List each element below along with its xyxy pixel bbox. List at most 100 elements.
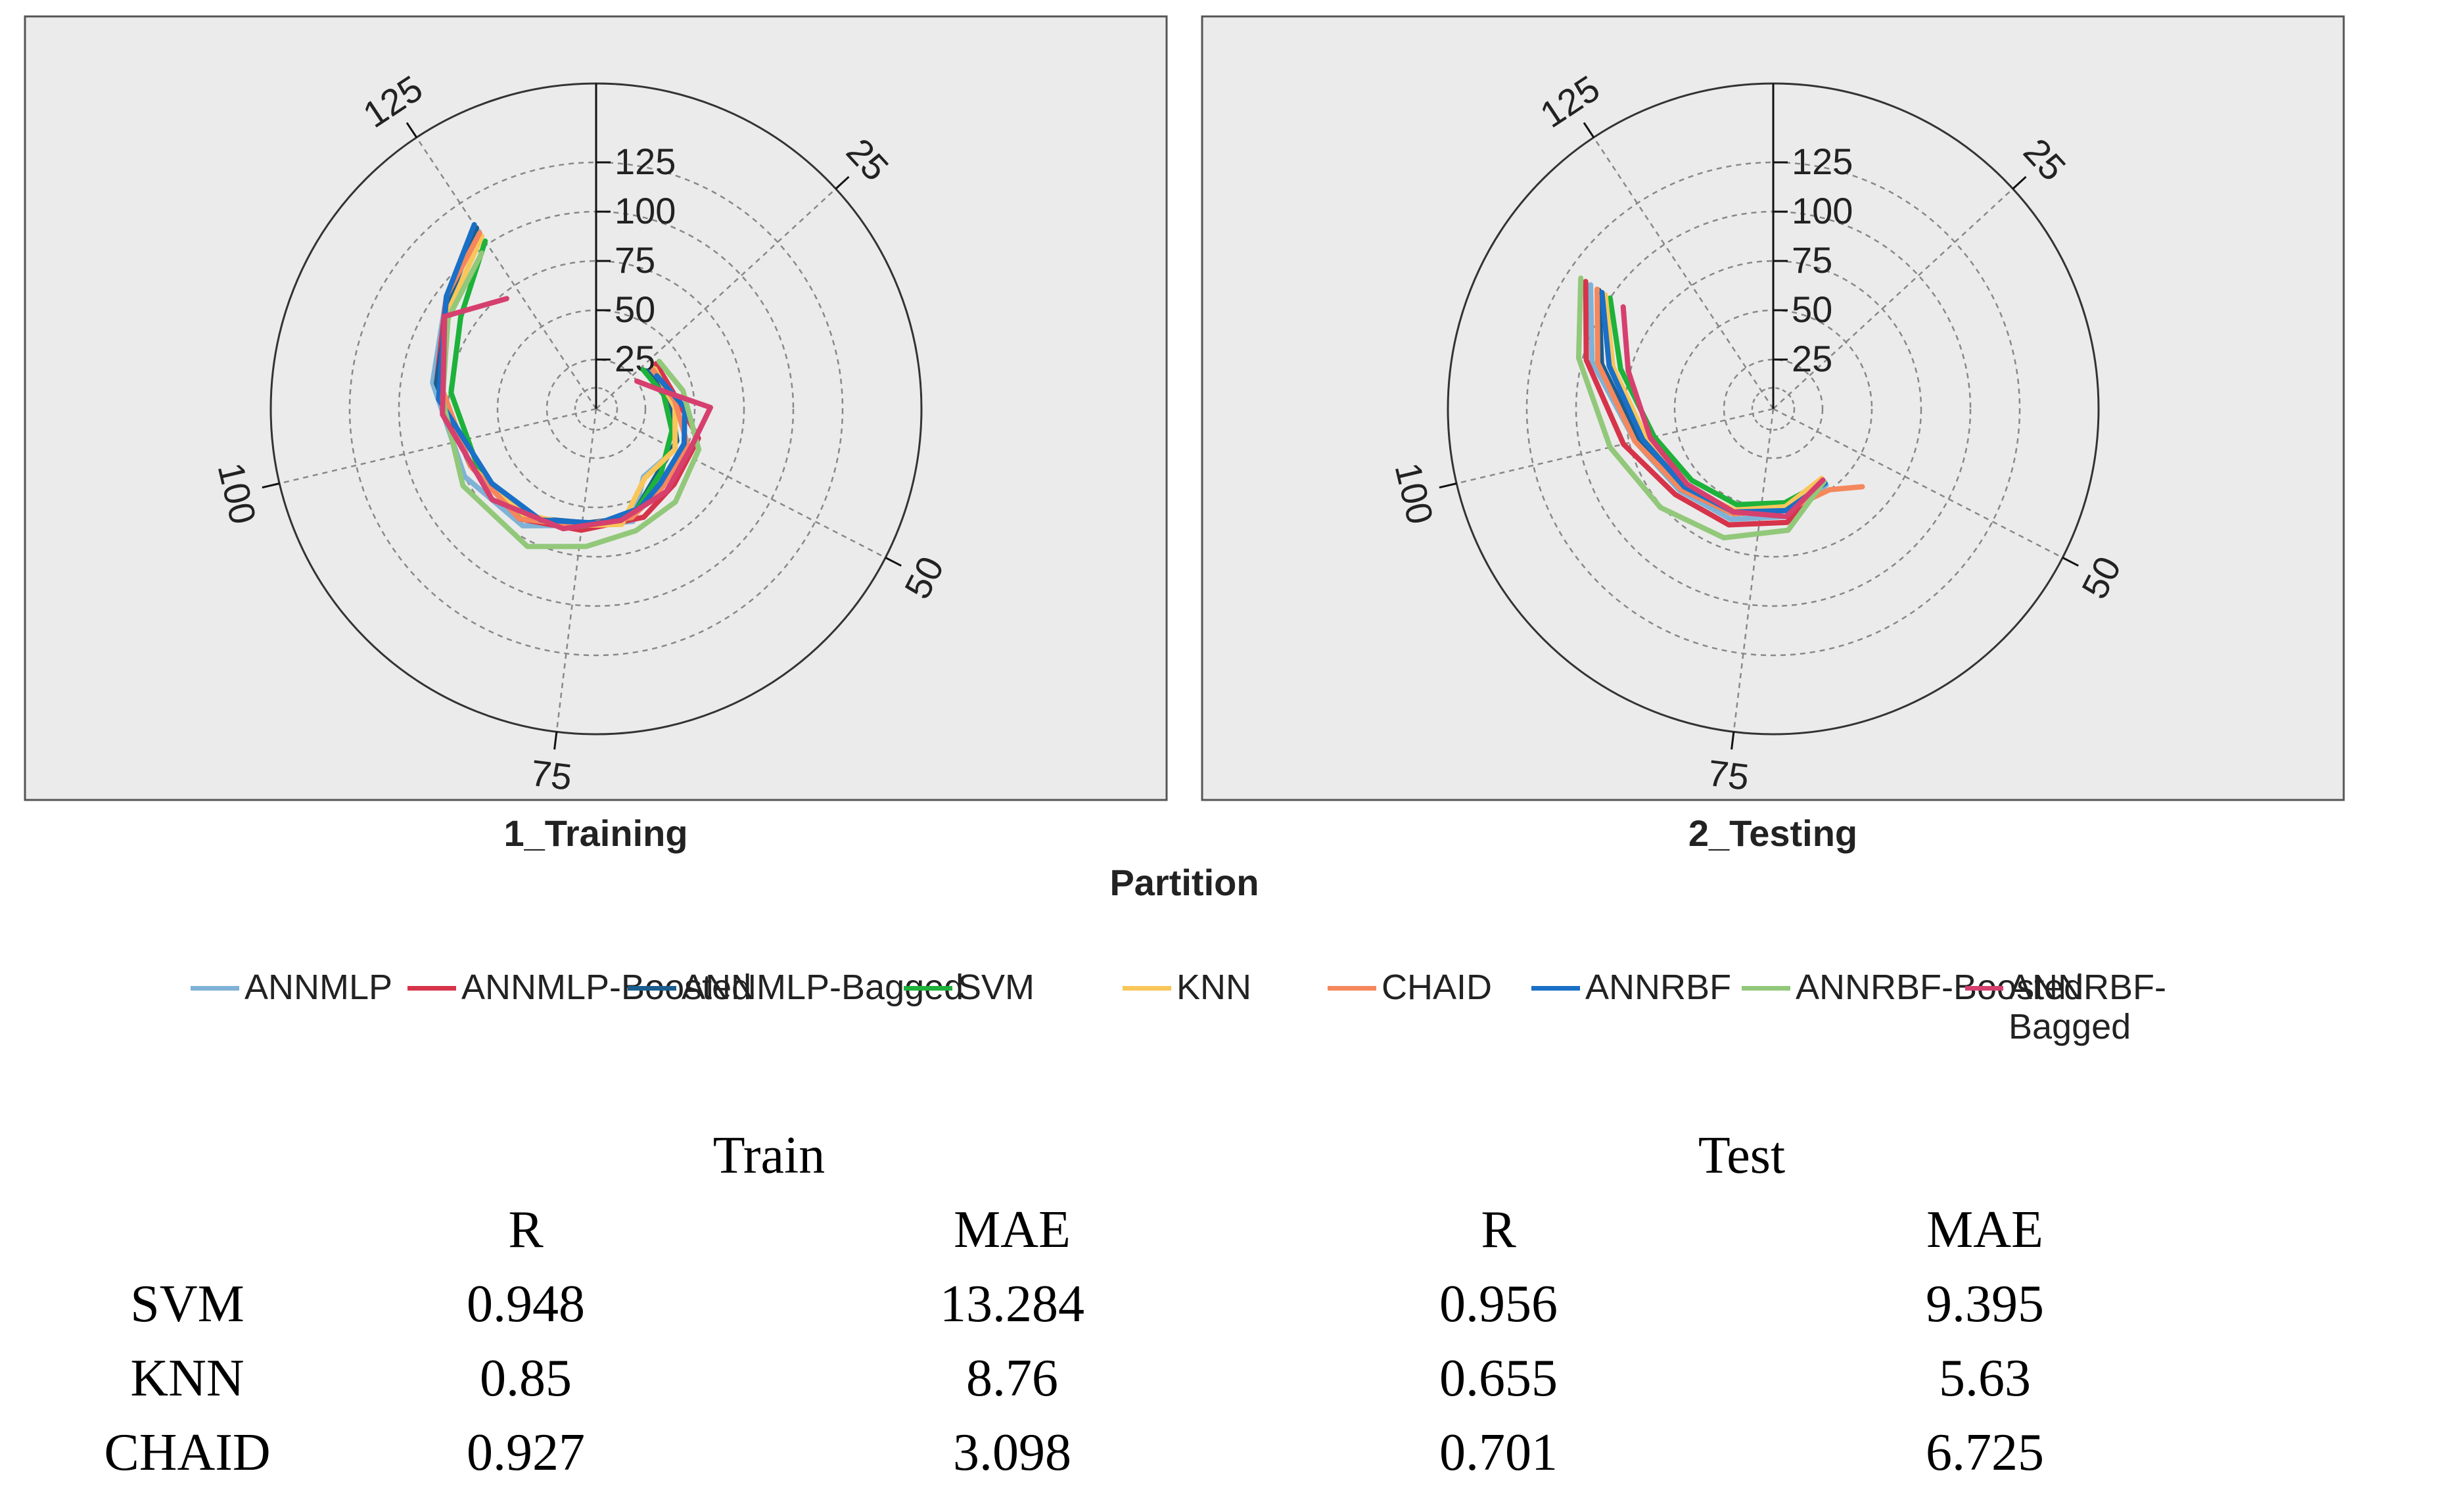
spoke-line — [1456, 408, 1774, 484]
series-line-svm — [1607, 295, 1827, 507]
legend-item-svm: SVM — [904, 968, 1034, 1007]
legend-swatch-annmlp-boosted — [407, 986, 456, 991]
legend-item-annrbf-bagged: ANNRBF-Bagged — [1965, 968, 2228, 1046]
angular-tick — [1583, 122, 1595, 138]
legend-item-annmlp: ANNMLP — [191, 968, 392, 1007]
table-row: CHAID 0.927 3.098 0.701 6.725 — [92, 1416, 2228, 1490]
legend-item-knn: KNN — [1123, 968, 1251, 1007]
spoke-line — [595, 408, 886, 559]
spoke-line — [1592, 137, 1775, 410]
series-line-annrbf-bagged — [1620, 304, 1826, 519]
legend-item-annrbf: ANNRBF — [1531, 968, 1731, 1007]
angular-tick — [1439, 482, 1457, 489]
series-line-annrbf — [1599, 290, 1828, 515]
angular-tick — [1731, 732, 1735, 750]
table-cell: 0.956 — [1439, 1275, 1558, 1333]
table-cell: 8.76 — [966, 1349, 1058, 1407]
table-cell: 0.85 — [480, 1349, 572, 1407]
legend-item-annmlp-boosted: ANNMLP-Boosted — [407, 968, 751, 1007]
table-cell: 13.284 — [940, 1275, 1084, 1333]
angular-tick — [553, 732, 558, 750]
metrics-table: Train Test R MAE R MAE SVM 0.948 13.284 … — [92, 1119, 2228, 1490]
table-row-label: SVM — [130, 1275, 244, 1333]
legend-label-svm: SVM — [958, 968, 1035, 1007]
legend-item-annrbf-boosted: ANNRBF-Boosted — [1742, 968, 2083, 1007]
radial-tick-label: 50 — [615, 289, 655, 330]
table-group-header-test: Test — [1698, 1127, 1786, 1184]
panel-title: 1_Training — [503, 812, 687, 854]
table-row: SVM 0.948 13.284 0.956 9.395 — [92, 1267, 2228, 1342]
spoke-line — [1732, 408, 1775, 732]
legend-swatch-annmlp — [191, 986, 239, 991]
angular-tick-label: 75 — [1706, 752, 1752, 798]
table-header-test-mae: MAE — [1926, 1201, 2043, 1259]
legend-swatch-annrbf-boosted — [1742, 986, 1790, 991]
table-cell: 6.725 — [1926, 1424, 2044, 1482]
radial-tick-label: 50 — [1792, 289, 1832, 330]
angular-tick — [885, 557, 902, 567]
spoke-line — [1773, 408, 2063, 559]
grid-circle — [1525, 161, 2021, 657]
legend-label-annrbf: ANNRBF — [1585, 968, 1732, 1007]
x-axis-title: Partition — [1109, 862, 1259, 903]
table-cell: 0.655 — [1439, 1349, 1558, 1407]
table-cell: 0.701 — [1439, 1424, 1558, 1482]
radial-tick-label: 125 — [615, 141, 676, 182]
center-circle — [574, 387, 618, 431]
table-cell: 0.927 — [467, 1424, 585, 1482]
legend-swatch-annrbf — [1531, 986, 1580, 991]
radial-tick-label: 75 — [615, 239, 655, 281]
legend-swatch-svm — [904, 986, 952, 991]
series-line-annrbf-boosted — [1575, 275, 1827, 541]
legend-label-annrbf-bagged: ANNRBF-Bagged — [2009, 968, 2166, 1046]
table-row: KNN 0.85 8.76 0.655 5.63 — [92, 1342, 2228, 1416]
angular-tick — [2012, 176, 2027, 190]
spoke-line — [279, 408, 597, 484]
table-cell: 3.098 — [953, 1424, 1071, 1482]
table-header-row: R MAE R MAE — [92, 1193, 2228, 1267]
table-header-train-mae: MAE — [954, 1201, 1071, 1259]
series-line-chaid — [1594, 287, 1865, 517]
radial-tick-label: 75 — [1792, 239, 1832, 281]
spoke-line — [415, 137, 597, 410]
angular-tick-label: 75 — [528, 752, 574, 798]
radial-tick-label: 125 — [1792, 141, 1853, 182]
legend-label-knn: KNN — [1176, 968, 1252, 1007]
chart-legend: ANNMLP ANNMLP-Boosted ANNMLP-Bagged SVM … — [191, 968, 2228, 1073]
radial-tick-label: 100 — [615, 190, 676, 231]
table-group-header-train: Train — [712, 1127, 825, 1184]
legend-item-chaid: CHAID — [1328, 968, 1492, 1007]
table-row-label: KNN — [130, 1349, 244, 1407]
angular-tick — [406, 122, 418, 138]
table-header-test-r: R — [1481, 1201, 1516, 1259]
radial-tick-label: 100 — [1792, 190, 1853, 231]
table-cell: 5.63 — [1939, 1349, 2031, 1407]
panel-title: 2_Testing — [1688, 812, 1857, 854]
spoke-line — [555, 408, 597, 732]
angular-tick — [262, 482, 280, 489]
legend-label-chaid: CHAID — [1382, 968, 1493, 1007]
legend-swatch-annmlp-bagged — [628, 986, 676, 991]
radial-tick-label: 25 — [1792, 338, 1832, 379]
spoke-line — [595, 188, 837, 410]
legend-swatch-annrbf-bagged — [1965, 986, 2003, 991]
legend-label-annrbf-boosted: ANNRBF-Boosted — [1796, 968, 2084, 1007]
angular-tick — [2062, 557, 2079, 567]
center-circle — [1751, 387, 1796, 431]
table-cell: 0.948 — [467, 1275, 585, 1333]
table-group-header-row: Train Test — [92, 1119, 2228, 1193]
legend-label-annmlp: ANNMLP — [244, 968, 393, 1007]
angular-tick — [835, 176, 850, 190]
legend-label-annmlp-boosted: ANNMLP-Boosted — [461, 968, 752, 1007]
grid-circle — [348, 161, 844, 657]
spoke-line — [1773, 188, 2014, 410]
series-line-annmlp-boosted — [1583, 279, 1827, 528]
legend-swatch-knn — [1123, 986, 1171, 991]
table-header-train-r: R — [508, 1201, 544, 1259]
series-line-annrbf-bagged — [440, 296, 713, 532]
legend-swatch-chaid — [1328, 986, 1376, 991]
table-cell: 9.395 — [1926, 1275, 2044, 1333]
